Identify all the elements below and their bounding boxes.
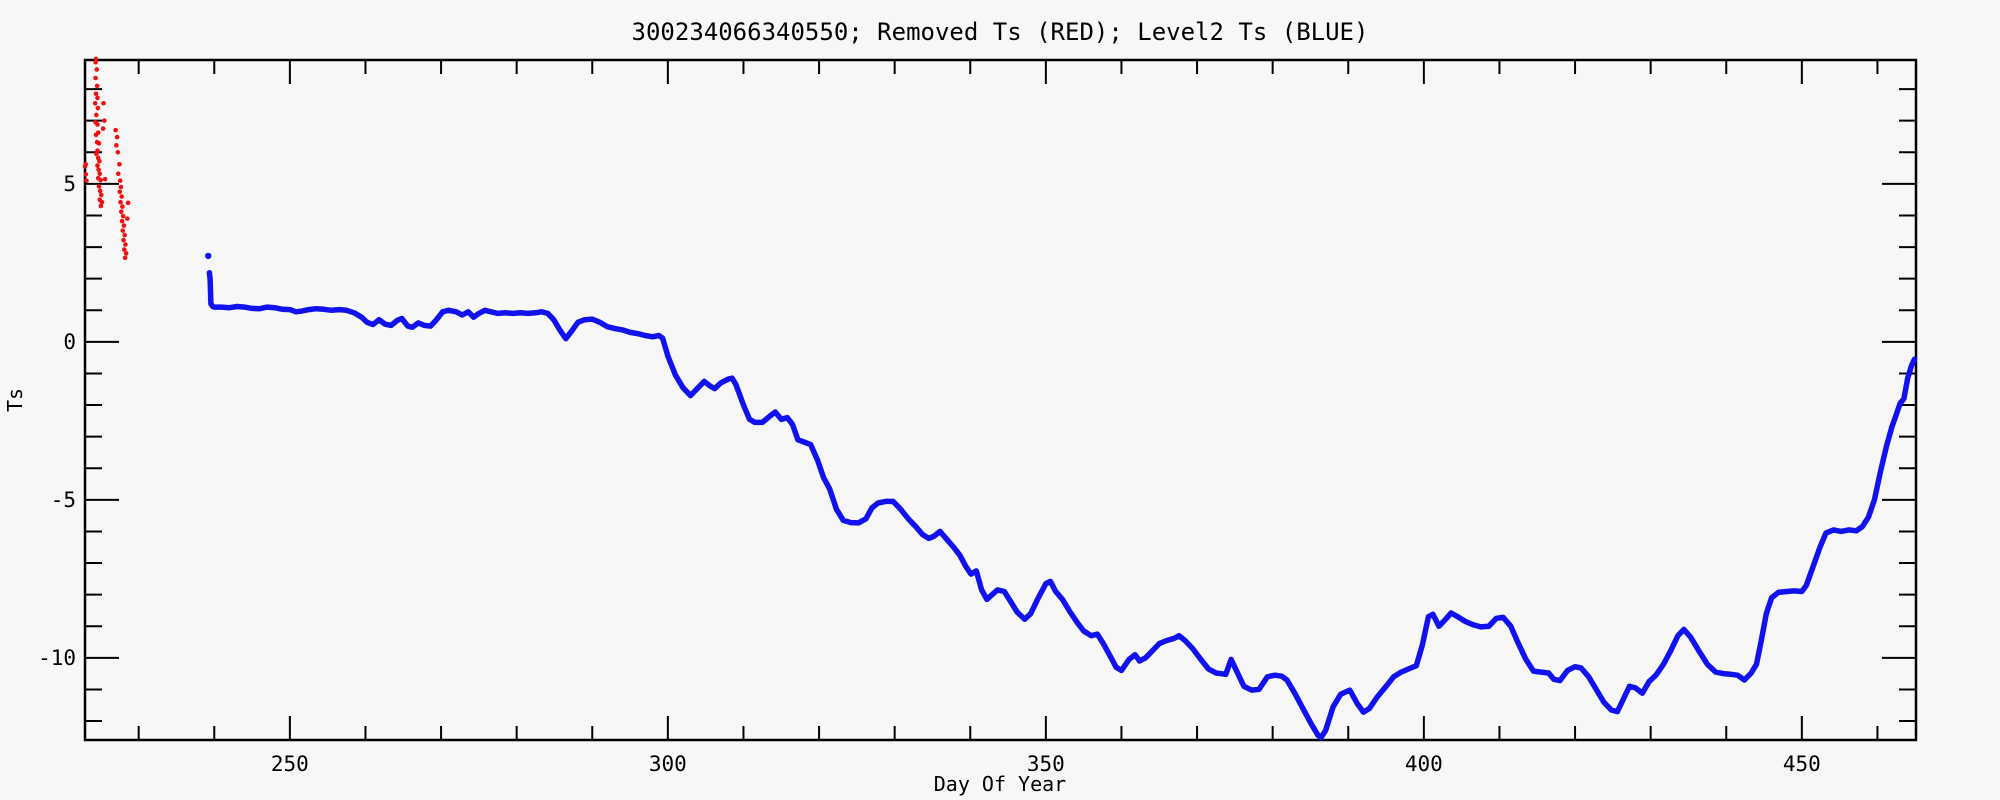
- removed-ts-point: [102, 176, 108, 182]
- removed-ts-point: [83, 172, 89, 177]
- removed-ts-point: [97, 171, 103, 177]
- removed-ts-point: [117, 161, 122, 167]
- removed-ts-point: [83, 161, 89, 167]
- removed-ts-point: [117, 189, 123, 195]
- removed-ts-point: [114, 143, 119, 148]
- removed-ts-point: [94, 83, 100, 89]
- removed-ts-point: [96, 141, 102, 146]
- removed-ts-point: [118, 209, 124, 214]
- removed-ts-point: [98, 203, 104, 209]
- removed-ts-point: [122, 255, 128, 261]
- removed-ts-point: [101, 100, 106, 106]
- removed-ts-point: [84, 178, 89, 184]
- removed-ts-point: [113, 127, 118, 133]
- removed-ts-point: [93, 91, 99, 97]
- removed-ts-point: [94, 112, 99, 118]
- x-tick-label: 400: [1405, 752, 1443, 776]
- removed-ts-point: [93, 132, 99, 138]
- removed-ts-point: [115, 171, 121, 177]
- removed-ts-point: [100, 126, 106, 131]
- removed-ts-point: [118, 184, 124, 190]
- y-tick-label: 5: [63, 172, 76, 196]
- y-tick-label: -5: [51, 488, 76, 512]
- removed-ts-point: [120, 228, 126, 233]
- y-axis-label: Ts: [3, 388, 27, 412]
- removed-ts-point: [95, 122, 100, 127]
- removed-ts-point: [114, 134, 120, 140]
- removed-ts-point: [120, 213, 126, 219]
- removed-ts-point: [121, 237, 126, 243]
- removed-ts-point: [125, 216, 130, 221]
- y-tick-label: 0: [63, 330, 76, 354]
- x-tick-label: 300: [649, 752, 687, 776]
- removed-ts-point: [122, 232, 127, 238]
- y-tick-labels: 5 0 -5 -10: [38, 172, 76, 670]
- removed-ts-point: [117, 178, 123, 184]
- removed-ts-point: [94, 67, 100, 72]
- y-tick-label: -10: [38, 646, 76, 670]
- level2-ts-lead-point: [205, 252, 212, 260]
- removed-ts-point: [123, 242, 128, 247]
- removed-ts-point: [97, 188, 103, 194]
- removed-ts-point: [93, 75, 98, 81]
- removed-ts-point: [115, 149, 121, 155]
- level2-ts-path: [206, 269, 1918, 741]
- removed-ts-point: [125, 200, 131, 206]
- chart-title: 300234066340550; Removed Ts (RED); Level…: [632, 18, 1369, 46]
- removed-ts-point: [95, 95, 100, 101]
- x-tick-labels: 250 300 350 400 450: [271, 752, 1821, 776]
- removed-ts-point: [123, 251, 129, 256]
- level2-ts-line: [205, 252, 1918, 741]
- x-axis-label: Day Of Year: [934, 772, 1066, 796]
- removed-ts-point: [92, 100, 98, 106]
- x-tick-label: 250: [271, 752, 309, 776]
- x-tick-label: 350: [1027, 752, 1065, 776]
- removed-ts-point: [93, 59, 98, 65]
- removed-ts-point: [101, 118, 107, 123]
- removed-ts-point: [98, 177, 103, 183]
- removed-ts-point: [118, 199, 123, 205]
- removed-ts-point: [97, 158, 102, 164]
- removed-ts-point: [121, 223, 127, 228]
- removed-ts-point: [120, 204, 125, 209]
- removed-ts-point: [96, 184, 102, 189]
- removed-ts-point: [94, 151, 99, 157]
- removed-ts-point: [95, 105, 101, 111]
- x-tick-label: 450: [1783, 752, 1821, 776]
- removed-ts-point: [96, 167, 101, 172]
- axis-ticks: [85, 60, 1916, 740]
- removed-ts-point: [119, 194, 124, 199]
- removed-ts-point: [99, 199, 105, 205]
- removed-ts-point: [119, 218, 125, 224]
- removed-ts-points: [82, 56, 131, 261]
- plot-frame: [83, 58, 1918, 742]
- removed-ts-point: [95, 163, 100, 168]
- removed-ts-point: [98, 192, 104, 198]
- removed-ts-point: [122, 247, 127, 252]
